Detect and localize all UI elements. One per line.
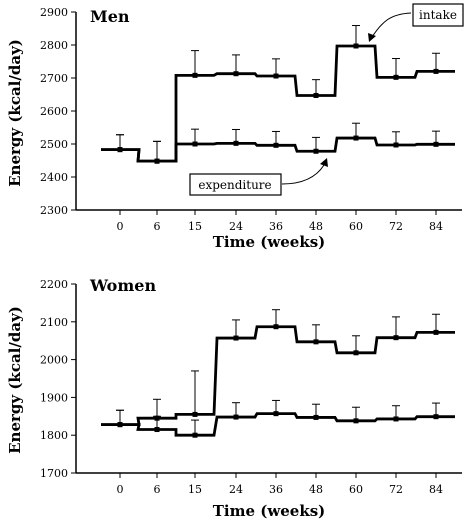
men-expenditure-data-point	[154, 158, 160, 164]
men-expenditure-callout-arrow	[281, 164, 325, 185]
men-y-tick-label: 2400	[40, 171, 68, 184]
women-intake-data-point	[233, 335, 239, 341]
women-expenditure-data-point	[393, 416, 399, 422]
women-intake-data-point	[433, 329, 439, 335]
women-y-tick-label: 2200	[40, 278, 68, 291]
women-y-tick-label: 1900	[40, 391, 68, 404]
men-intake-callout-label: intake	[419, 8, 457, 22]
women-x-tick-label: 72	[389, 483, 403, 496]
men-marks	[101, 25, 455, 164]
women-intake-data-point	[313, 339, 319, 345]
women-y-tick-label: 1700	[40, 467, 68, 480]
men-expenditure-data-point	[313, 148, 319, 154]
women-x-tick-label: 36	[269, 483, 283, 496]
women-x-tick-label: 0	[117, 483, 124, 496]
men-intake-data-point	[313, 92, 319, 98]
men-expenditure-callout-label: expenditure	[198, 178, 271, 192]
women-y-tick-label: 2000	[40, 354, 68, 367]
women-x-tick-label: 84	[429, 483, 443, 496]
women-marks	[101, 309, 455, 438]
women-x-tick-label: 60	[349, 483, 363, 496]
men-x-tick-label: 24	[229, 220, 243, 233]
men-expenditure-data-point	[233, 140, 239, 146]
men-x-tick-label: 60	[349, 220, 363, 233]
men-intake-callout-box	[412, 3, 464, 27]
women-y-tick-label: 1800	[40, 429, 68, 442]
men-y-tick-label: 2300	[40, 204, 68, 217]
women-intake-data-point	[273, 324, 279, 330]
men-expenditure-callout: expenditure	[189, 158, 328, 196]
women-expenditure-data-point	[233, 414, 239, 420]
men-panel-title: Men	[90, 7, 130, 26]
men-intake-data-point	[353, 43, 359, 49]
women-x-tick-label: 15	[188, 483, 202, 496]
men-expenditure-arrowhead-icon	[320, 158, 328, 167]
men-expenditure-data-point	[117, 147, 123, 153]
men-y-tick-label: 2800	[40, 39, 68, 52]
men-y-tick-label: 2500	[40, 138, 68, 151]
women-expenditure-data-point	[117, 422, 123, 428]
men-axes: 2300 2400 2500 2600 2700 2800 2900 0 6 15 24 36 48 60…	[40, 6, 462, 233]
men-x-tick-label: 6	[154, 220, 161, 233]
women-x-tick-label: 6	[154, 483, 161, 496]
men-intake-data-point	[273, 73, 279, 79]
men-intake-data-point	[393, 74, 399, 80]
women-x-tick-label: 24	[229, 483, 243, 496]
men-intake-data-point	[233, 71, 239, 77]
women-panel-title: Women	[89, 276, 156, 295]
men-expenditure-callout-box	[189, 173, 282, 196]
women-x-tick-label: 48	[309, 483, 323, 496]
women-intake-data-point	[353, 350, 359, 356]
men-expenditure-data-point	[192, 141, 198, 147]
men-x-axis-title: Time (weeks)	[213, 233, 326, 251]
men-y-tick-label: 2600	[40, 105, 68, 118]
men-x-tick-label: 72	[389, 220, 403, 233]
women-axes: 1700 1800 1900 2000 2100 2200 0 6 15 24 36 48 60 72 84	[40, 278, 462, 496]
women-intake-step-line	[101, 325, 455, 427]
men-y-tick-label: 2900	[40, 6, 68, 19]
men-x-tick-label: 84	[429, 220, 443, 233]
men-y-axis-title: Energy (kcal/day)	[6, 39, 24, 187]
men-expenditure-data-point	[393, 142, 399, 148]
women-y-tick-label: 2100	[40, 316, 68, 329]
men-x-tick-label: 36	[269, 220, 283, 233]
women-expenditure-data-point	[433, 414, 439, 420]
men-intake-arrowhead-icon	[368, 33, 376, 42]
men-expenditure-data-point	[433, 141, 439, 147]
women-expenditure-data-point	[273, 411, 279, 417]
women-expenditure-data-point	[192, 432, 198, 438]
men-y-tick-label: 2700	[40, 72, 68, 85]
men-x-tick-label: 15	[188, 220, 202, 233]
women-intake-data-point	[393, 335, 399, 341]
women-expenditure-data-point	[313, 414, 319, 420]
women-y-axis-title: Energy (kcal/day)	[6, 306, 24, 454]
women-panel: Women Energy (kcal/day) Time (weeks) 170…	[6, 276, 462, 520]
men-expenditure-data-point	[273, 142, 279, 148]
women-intake-data-point	[192, 411, 198, 417]
men-panel: Men Energy (kcal/day) Time (weeks) 23002…	[6, 3, 464, 251]
women-x-axis-title: Time (weeks)	[213, 502, 326, 520]
men-x-tick-label: 0	[117, 220, 124, 233]
women-expenditure-data-point	[154, 427, 160, 433]
men-x-tick-label: 48	[309, 220, 323, 233]
men-expenditure-data-point	[353, 135, 359, 141]
men-intake-callout-arrow	[371, 12, 412, 38]
men-intake-data-point	[433, 68, 439, 74]
men-intake-callout: intake	[368, 3, 464, 42]
men-intake-data-point	[192, 72, 198, 78]
women-expenditure-data-point	[353, 418, 359, 424]
